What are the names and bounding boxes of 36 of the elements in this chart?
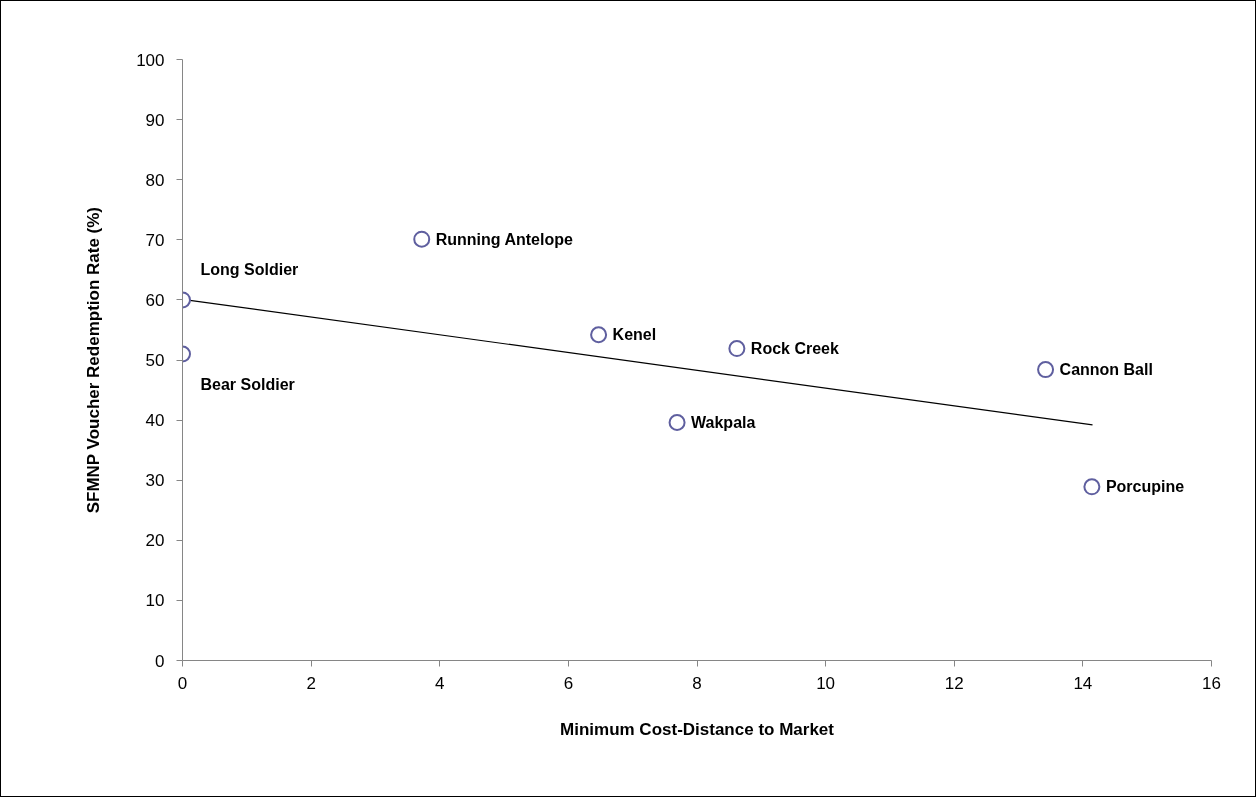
- annotation: Running Antelope: [435, 230, 574, 248]
- y-tick-label: 20: [145, 531, 165, 551]
- y-tick-label: 50: [145, 351, 165, 370]
- annotation: Long Soldier: [200, 260, 299, 278]
- x-tick-label: 8: [692, 673, 702, 693]
- y-axis-title: SFMNP Voucher Redemption Rate (%): [84, 206, 104, 514]
- y-tick-label: 40: [145, 411, 165, 431]
- x-axis-title: Minimum Cost-Distance to Market: [560, 719, 835, 739]
- y-tick-label: 80: [145, 170, 165, 190]
- y-tick-label: 0: [155, 651, 165, 671]
- x-tick-label: 16: [1202, 673, 1221, 693]
- x-tick-label: 10: [816, 673, 836, 693]
- point: [413, 230, 431, 248]
- annotation: Cannon Ball: [1059, 361, 1153, 379]
- point: [1083, 478, 1101, 496]
- annotation: Porcupine: [1105, 478, 1185, 496]
- y-tick-label: 10: [145, 591, 165, 611]
- point: [1037, 361, 1055, 379]
- annotation: Bear Soldier: [200, 375, 295, 393]
- annotation: Rock Creek: [750, 340, 840, 358]
- x-tick-label: 12: [944, 673, 964, 693]
- x-tick-label: 0: [177, 673, 188, 693]
- annotation: Kenel: [612, 326, 657, 344]
- point: [728, 340, 746, 358]
- annotation: Wakpala: [691, 414, 756, 431]
- y-tick-label: 60: [145, 290, 165, 310]
- x-tick-label: 4: [435, 673, 445, 693]
- y-tick-label: 70: [145, 230, 165, 250]
- y-tick-label: 30: [145, 471, 165, 491]
- point: [668, 414, 686, 431]
- x-tick-label: 14: [1073, 673, 1093, 693]
- point: [590, 326, 608, 344]
- x-tick-label: 6: [563, 673, 574, 693]
- y-tick-label: 90: [145, 110, 165, 130]
- y-tick-label: 100: [136, 50, 165, 70]
- x-tick-label: 2: [306, 673, 316, 693]
